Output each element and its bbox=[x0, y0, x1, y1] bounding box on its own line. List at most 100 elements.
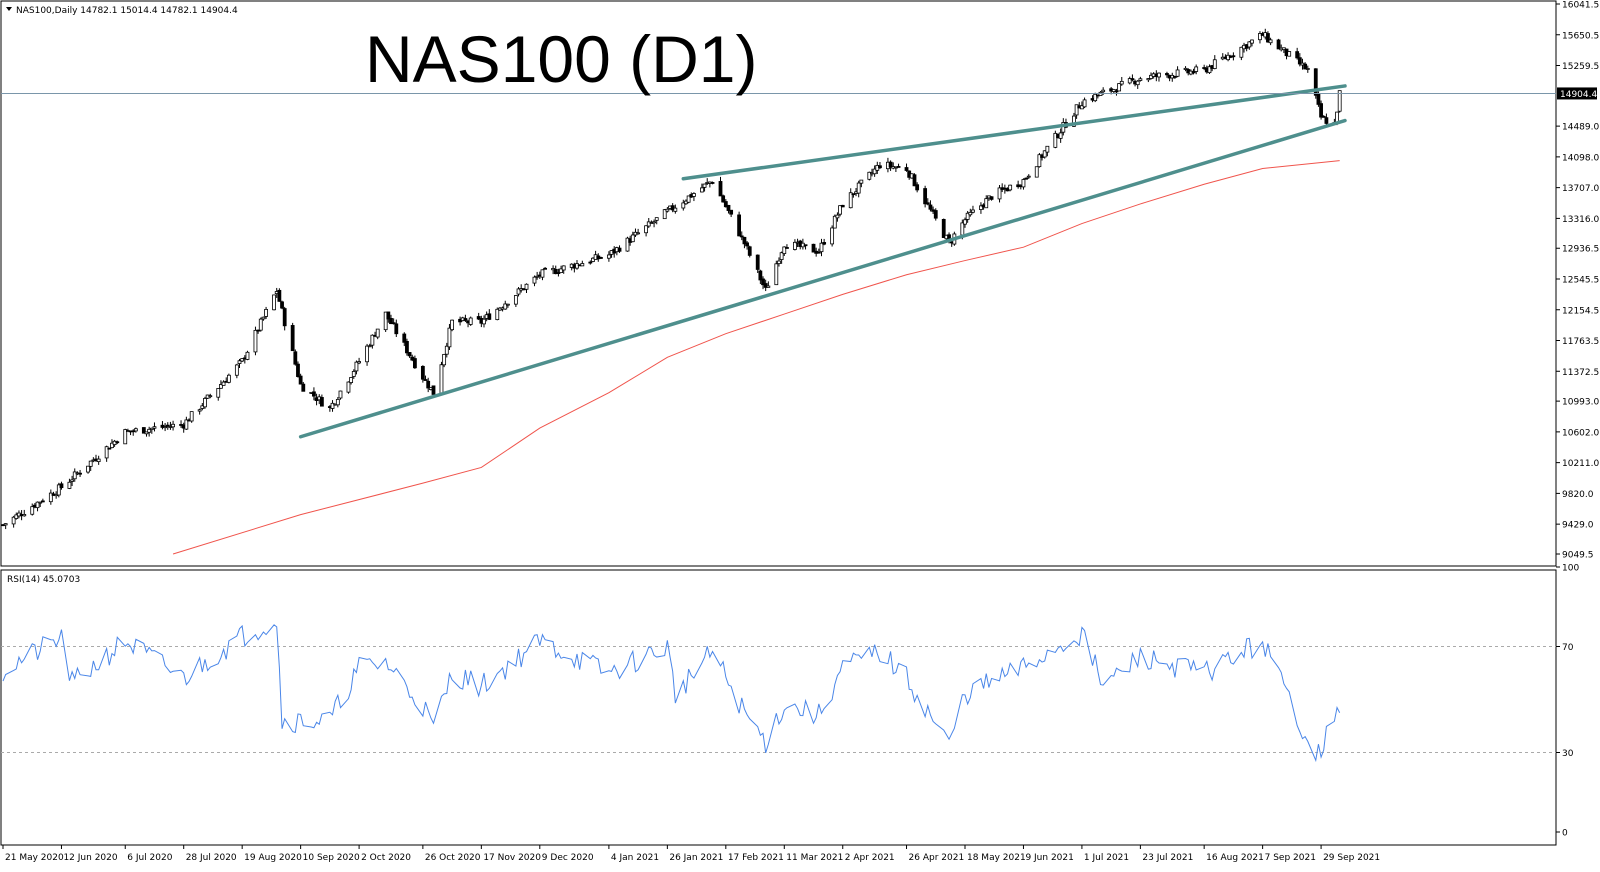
candle-body bbox=[208, 395, 213, 398]
candle-body bbox=[915, 184, 920, 191]
price-tick-label: 15650.5 bbox=[1562, 31, 1599, 41]
candle-body bbox=[692, 193, 696, 197]
candle-body bbox=[407, 352, 412, 357]
candle-body bbox=[681, 202, 686, 209]
support-trendline[interactable] bbox=[298, 118, 1347, 439]
candle-body bbox=[123, 429, 128, 445]
candle-body bbox=[1276, 39, 1281, 50]
candle-body bbox=[971, 209, 975, 213]
candle-body bbox=[1130, 78, 1135, 81]
candle-body bbox=[1058, 132, 1063, 139]
price-tick-label: 10993.0 bbox=[1562, 398, 1599, 408]
candle-body bbox=[86, 465, 90, 473]
candle-body bbox=[1183, 67, 1188, 70]
candle-body bbox=[580, 263, 585, 267]
candle-body bbox=[463, 318, 468, 321]
price-tick-label: 16041.5 bbox=[1562, 1, 1599, 11]
date-tick-label: 6 Jul 2020 bbox=[127, 853, 172, 863]
candle-body bbox=[1114, 90, 1119, 93]
candle-body bbox=[389, 317, 393, 325]
candle-body bbox=[912, 174, 917, 187]
price-tick-label: 9820.0 bbox=[1562, 490, 1594, 500]
candle-body bbox=[758, 270, 763, 281]
candle-body bbox=[226, 374, 231, 383]
candle-body bbox=[171, 423, 175, 428]
candle-body bbox=[468, 317, 473, 325]
candle-body bbox=[686, 195, 691, 203]
candle-body bbox=[923, 188, 928, 205]
candle-body bbox=[997, 187, 1002, 200]
candle-body bbox=[1305, 68, 1310, 70]
candle-body bbox=[1026, 175, 1031, 178]
candle-body bbox=[984, 198, 989, 209]
date-tick-label: 2 Apr 2021 bbox=[845, 853, 895, 863]
candle-body bbox=[832, 215, 837, 229]
price-tick-label: 13316.0 bbox=[1562, 215, 1599, 225]
candle-body bbox=[1212, 59, 1217, 69]
trendlines-layer bbox=[298, 84, 1347, 439]
candle-body bbox=[1080, 105, 1084, 110]
date-tick-label: 2 Oct 2020 bbox=[361, 853, 411, 863]
candle-body bbox=[144, 431, 149, 435]
candle-body bbox=[556, 272, 561, 274]
candle-body bbox=[203, 398, 207, 408]
candle-body bbox=[811, 243, 816, 253]
candle-body bbox=[553, 268, 558, 275]
candle-body bbox=[644, 225, 648, 234]
candle-body bbox=[803, 244, 808, 247]
date-tick-label: 1 Jul 2021 bbox=[1084, 853, 1129, 863]
candle-body bbox=[726, 204, 731, 211]
date-axis: 21 May 2020 12 Jun 2020 6 Jul 2020 28 Jul 2… bbox=[2, 845, 1380, 863]
candle-body bbox=[1231, 55, 1236, 58]
candle-body bbox=[1053, 132, 1058, 148]
candle-body bbox=[1313, 68, 1318, 96]
candle-body bbox=[729, 209, 734, 215]
candle-body bbox=[543, 267, 548, 270]
resistance-trendline[interactable] bbox=[681, 84, 1347, 181]
candle-body bbox=[264, 309, 268, 317]
candle-body bbox=[149, 427, 154, 430]
candle-body bbox=[848, 192, 853, 209]
candle-body bbox=[745, 242, 749, 247]
candle-body bbox=[184, 419, 189, 430]
candle-body bbox=[245, 351, 250, 360]
symbol-info: NAS100,Daily 14782.1 15014.4 14782.1 149… bbox=[16, 6, 238, 16]
candle-body bbox=[710, 182, 715, 184]
candle-body bbox=[516, 288, 521, 295]
candle-body bbox=[40, 500, 45, 503]
candle-body bbox=[272, 294, 276, 311]
date-tick-label: 7 Sep 2021 bbox=[1265, 853, 1316, 863]
candle-body bbox=[878, 165, 882, 169]
candle-body bbox=[561, 265, 566, 271]
candle-body bbox=[375, 328, 380, 338]
date-tick-label: 17 Nov 2020 bbox=[483, 853, 541, 863]
candle-body bbox=[391, 322, 396, 325]
candle-body bbox=[351, 371, 356, 377]
candle-body bbox=[979, 205, 983, 210]
candle-body bbox=[1268, 39, 1273, 44]
rsi-info: RSI(14) 45.0703 bbox=[7, 575, 80, 585]
candle-body bbox=[293, 351, 298, 365]
candle-body bbox=[872, 168, 877, 175]
candle-body bbox=[22, 514, 27, 517]
candle-body bbox=[506, 303, 510, 306]
candle-body bbox=[282, 308, 287, 327]
candle-body bbox=[835, 214, 840, 219]
candles-layer bbox=[1, 28, 1342, 530]
candle-body bbox=[840, 204, 845, 208]
candle-body bbox=[838, 205, 842, 215]
candle-body bbox=[394, 323, 399, 335]
rsi-tick-label: 70 bbox=[1562, 643, 1574, 653]
rsi-axis: 100 70 30 0 bbox=[1556, 564, 1579, 839]
candle-body bbox=[72, 471, 77, 480]
candle-body bbox=[357, 361, 361, 364]
candle-body bbox=[1173, 76, 1177, 78]
candle-body bbox=[606, 254, 611, 259]
date-tick-label: 26 Oct 2020 bbox=[425, 853, 481, 863]
rsi-tick-label: 30 bbox=[1562, 749, 1574, 759]
dropdown-triangle-icon[interactable] bbox=[6, 7, 12, 11]
candle-body bbox=[482, 318, 486, 325]
candle-body bbox=[219, 384, 223, 389]
candle-body bbox=[1258, 33, 1262, 41]
candle-body bbox=[3, 523, 8, 526]
